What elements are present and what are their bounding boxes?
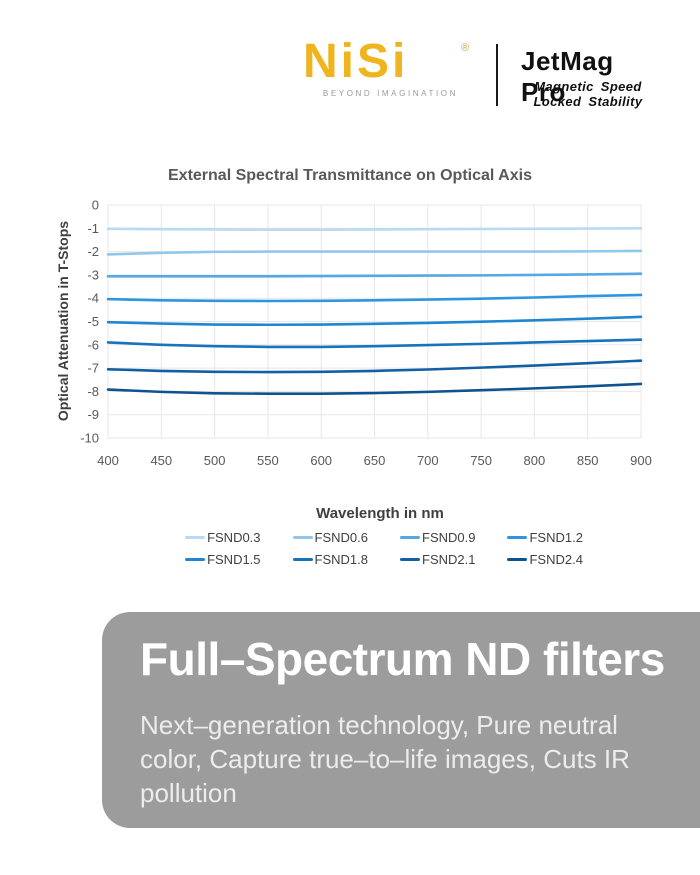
transmittance-chart: 0 -1 -2 -3 -4 -5 -6 -7 -8 -9 -10 400 450 500 550 600 650… (80, 198, 652, 469)
series-line-FSND1.8 (106, 338, 643, 349)
product-banner: Full–Spectrum ND filters Next–generation… (102, 612, 700, 828)
y-tick-label: -4 (87, 291, 99, 306)
legend-swatch-icon (185, 536, 206, 539)
y-tick-label: -3 (87, 267, 99, 282)
banner-title: Full–Spectrum ND filters (140, 633, 665, 685)
product-subtitle-line1: Magnetic Speed (534, 79, 642, 94)
legend-item-FSND0.3: FSND0.3 (185, 530, 261, 545)
series-line-FSND1.5 (106, 315, 643, 327)
legend-row: FSND1.5 FSND1.8 FSND2.1 FSND2.4 (34, 552, 700, 567)
legend-swatch-icon (400, 536, 420, 539)
y-tick-label: -1 (87, 221, 99, 236)
legend-item-FSND0.6: FSND0.6 (292, 530, 368, 545)
x-tick-label: 850 (577, 453, 599, 468)
series-line-FSND0.3 (106, 226, 643, 231)
x-tick-label: 600 (310, 453, 332, 468)
legend-swatch-icon (292, 536, 313, 539)
legend-row: FSND0.3 FSND0.6 FSND0.9 FSND1.2 (34, 530, 700, 545)
legend-swatch-icon (507, 536, 528, 539)
legend-item-FSND2.1: FSND2.1 (400, 552, 475, 567)
y-tick-label: -9 (87, 407, 99, 422)
legend-item-FSND1.5: FSND1.5 (185, 552, 261, 567)
series-line-FSND0.6 (106, 249, 643, 256)
series-line-FSND1.2 (106, 293, 643, 303)
legend-item-FSND2.4: FSND2.4 (507, 552, 583, 567)
y-tick-label: 0 (92, 198, 99, 213)
series-line-FSND2.1 (106, 359, 643, 374)
header-divider (496, 44, 498, 106)
y-tick-label: -6 (87, 337, 99, 352)
legend-item-FSND0.9: FSND0.9 (400, 530, 475, 545)
legend-label: FSND0.9 (422, 530, 476, 545)
y-tick-label: -5 (87, 314, 99, 329)
y-tick-label: -2 (87, 244, 99, 259)
nisi-logo: NiSi (303, 35, 409, 88)
x-tick-label: 700 (417, 453, 439, 468)
registered-trademark-icon: ® (461, 42, 470, 54)
series-line-FSND0.9 (106, 272, 643, 278)
x-tick-label: 650 (364, 453, 386, 468)
x-tick-label: 750 (470, 453, 492, 468)
x-tick-label: 400 (97, 453, 119, 468)
chart-title: External Spectral Transmittance on Optic… (168, 167, 532, 184)
x-axis-title: Wavelength in nm (316, 505, 444, 522)
legend-item-FSND1.2: FSND1.2 (507, 530, 583, 545)
chart-legend: FSND0.3 FSND0.6 FSND0.9 FSND1.2 FSND1.5 FSND1… (34, 530, 700, 574)
x-tick-label: 450 (150, 453, 172, 468)
x-tick-label: 500 (204, 453, 226, 468)
y-tick-label: -7 (87, 361, 99, 376)
x-tick-label: 550 (257, 453, 279, 468)
legend-swatch-icon (400, 558, 420, 561)
legend-label: FSND0.6 (314, 530, 368, 545)
product-subtitle-line2: Locked Stability (533, 94, 643, 109)
legend-label: FSND2.4 (529, 552, 583, 567)
x-tick-label: 900 (630, 453, 652, 468)
legend-label: FSND1.2 (529, 530, 583, 545)
banner-description: Next–generation technology, Pure neutral… (140, 710, 630, 808)
legend-label: FSND0.3 (207, 530, 261, 545)
legend-swatch-icon (292, 558, 313, 561)
series-line-FSND2.4 (106, 382, 643, 396)
legend-label: FSND1.5 (207, 552, 261, 567)
product-name: JetMag Pro (521, 46, 614, 107)
legend-swatch-icon (507, 558, 528, 561)
x-tick-label: 800 (524, 453, 546, 468)
y-tick-label: -10 (80, 431, 99, 446)
legend-swatch-icon (185, 558, 206, 561)
legend-item-FSND1.8: FSND1.8 (292, 552, 368, 567)
y-tick-label: -8 (87, 384, 99, 399)
legend-label: FSND2.1 (422, 552, 476, 567)
legend-label: FSND1.8 (314, 552, 368, 567)
brand-tagline: BEYOND IMAGINATION (322, 89, 458, 98)
